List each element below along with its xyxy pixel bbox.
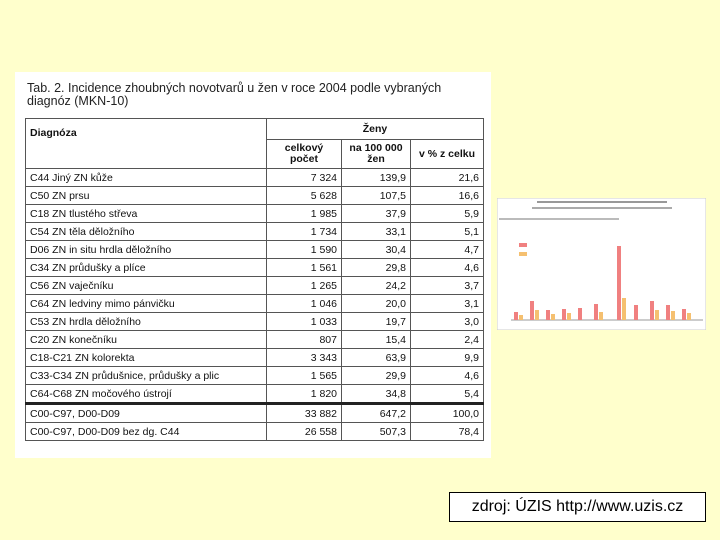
table-cell: 3,1 <box>410 294 484 313</box>
table-cell: 29,8 <box>341 258 411 277</box>
table-body: Diagnóza Ženy celkový počet na 100 000 že… <box>25 118 484 441</box>
table-cell: 4,6 <box>410 258 484 277</box>
table-cell: 1 265 <box>266 276 342 295</box>
table: Diagnóza Ženy celkový počet na 100 000 že… <box>25 118 484 441</box>
table-cell: 5,4 <box>410 384 484 404</box>
table-cell: 100,0 <box>410 402 484 423</box>
table-cell: C64-C68 ZN močového ústrojí <box>25 384 267 404</box>
table-cell: 63,9 <box>341 348 411 367</box>
table-row: D06 ZN in situ hrdla děložního 1 590 30,4 4… <box>25 240 484 259</box>
header-row: celkový počet na 100 000 žen v % z celku <box>26 139 484 169</box>
table-cell: C34 ZN průdušky a plíce <box>25 258 267 277</box>
table-cell: 807 <box>266 330 342 349</box>
table-cell: 1 033 <box>266 312 342 331</box>
table-cell: 3 343 <box>266 348 342 367</box>
table-cell: 26 558 <box>266 422 342 441</box>
table-cell: 78,4 <box>410 422 484 441</box>
table-cell: 1 985 <box>266 204 342 223</box>
table-row: C00-C97, D00-D09 33 882 647,2 100,0 <box>25 402 484 423</box>
table-cell: C56 ZN vaječníku <box>25 276 267 295</box>
table-cell: 1 565 <box>266 366 342 385</box>
table-cell: 2,4 <box>410 330 484 349</box>
table-row: C54 ZN těla děložního 1 734 33,1 5,1 <box>25 222 484 241</box>
table-cell: C53 ZN hrdla děložního <box>25 312 267 331</box>
table-cell: 3,7 <box>410 276 484 295</box>
table-cell: C00-C97, D00-D09 bez dg. C44 <box>25 422 267 441</box>
table-cell: 33 882 <box>266 402 342 423</box>
table-row: C18-C21 ZN kolorekta 3 343 63,9 9,9 <box>25 348 484 367</box>
source-note: zdroj: ÚZIS http://www.uzis.cz <box>449 492 706 522</box>
table-cell: 4,7 <box>410 240 484 259</box>
table-cell: 16,6 <box>410 186 484 205</box>
header-cell: Ženy <box>266 118 484 140</box>
header-cell: Diagnóza <box>25 118 267 169</box>
table-cell: 5,1 <box>410 222 484 241</box>
chart-thumbnail <box>497 198 706 330</box>
table-cell: 507,3 <box>341 422 411 441</box>
header-cell: na 100 000 žen <box>341 139 411 169</box>
table-cell: 29,9 <box>341 366 411 385</box>
table-cell: 5 628 <box>266 186 342 205</box>
table-cell: 3,0 <box>410 312 484 331</box>
table-cell: D06 ZN in situ hrdla děložního <box>25 240 267 259</box>
table-cell: C20 ZN konečníku <box>25 330 267 349</box>
table-cell: 1 561 <box>266 258 342 277</box>
table-cell: 21,6 <box>410 168 484 187</box>
table-title: Tab. 2. Incidence zhoubných novotvarů u … <box>27 81 442 108</box>
table-cell: 20,0 <box>341 294 411 313</box>
table-row: C33-C34 ZN průdušnice, průdušky a plic 1 … <box>25 366 484 385</box>
table-cell: 19,7 <box>341 312 411 331</box>
table-row: C18 ZN tlustého střeva 1 985 37,9 5,9 <box>25 204 484 223</box>
table-cell: 1 820 <box>266 384 342 404</box>
table-cell: 1 734 <box>266 222 342 241</box>
table-cell: C50 ZN prsu <box>25 186 267 205</box>
table-cell: 7 324 <box>266 168 342 187</box>
table-cell: 1 590 <box>266 240 342 259</box>
header-row: Diagnóza Ženy <box>25 118 484 169</box>
table-cell: 4,6 <box>410 366 484 385</box>
table-cell: 34,8 <box>341 384 411 404</box>
table-row: C50 ZN prsu 5 628 107,5 16,6 <box>25 186 484 205</box>
table-cell: C44 Jiný ZN kůže <box>25 168 267 187</box>
table-cell: 139,9 <box>341 168 411 187</box>
table-cell: C18 ZN tlustého střeva <box>25 204 267 223</box>
table-row: C44 Jiný ZN kůže 7 324 139,9 21,6 <box>25 168 484 187</box>
table-row: C56 ZN vaječníku 1 265 24,2 3,7 <box>25 276 484 295</box>
table-cell: C33-C34 ZN průdušnice, průdušky a plic <box>25 366 267 385</box>
table-cell: 24,2 <box>341 276 411 295</box>
table-cell: C64 ZN ledviny mimo pánvičku <box>25 294 267 313</box>
table-row: C20 ZN konečníku 807 15,4 2,4 <box>25 330 484 349</box>
table-cell: 15,4 <box>341 330 411 349</box>
table-cell: C54 ZN těla děložního <box>25 222 267 241</box>
table-cell: 30,4 <box>341 240 411 259</box>
table-cell: 33,1 <box>341 222 411 241</box>
table-cell: 9,9 <box>410 348 484 367</box>
table-cell: 647,2 <box>341 402 411 423</box>
table-cell: 5,9 <box>410 204 484 223</box>
table-image: Tab. 2. Incidence zhoubných novotvarů u … <box>15 72 491 458</box>
table-row: C64 ZN ledviny mimo pánvičku 1 046 20,0 3,1 <box>25 294 484 313</box>
table-row: C64-C68 ZN močového ústrojí 1 820 34,8 5,4 <box>25 384 484 404</box>
table-cell: 37,9 <box>341 204 411 223</box>
table-cell: 107,5 <box>341 186 411 205</box>
header-cell: celkový počet <box>266 139 342 169</box>
table-row: C53 ZN hrdla děložního 1 033 19,7 3,0 <box>25 312 484 331</box>
table-cell: C18-C21 ZN kolorekta <box>25 348 267 367</box>
table-row: C34 ZN průdušky a plíce 1 561 29,8 4,6 <box>25 258 484 277</box>
table-row: C00-C97, D00-D09 bez dg. C44 26 558 507,3 7… <box>25 422 484 441</box>
header-cell: v % z celku <box>410 139 484 169</box>
table-cell: 1 046 <box>266 294 342 313</box>
table-cell: C00-C97, D00-D09 <box>25 402 267 423</box>
